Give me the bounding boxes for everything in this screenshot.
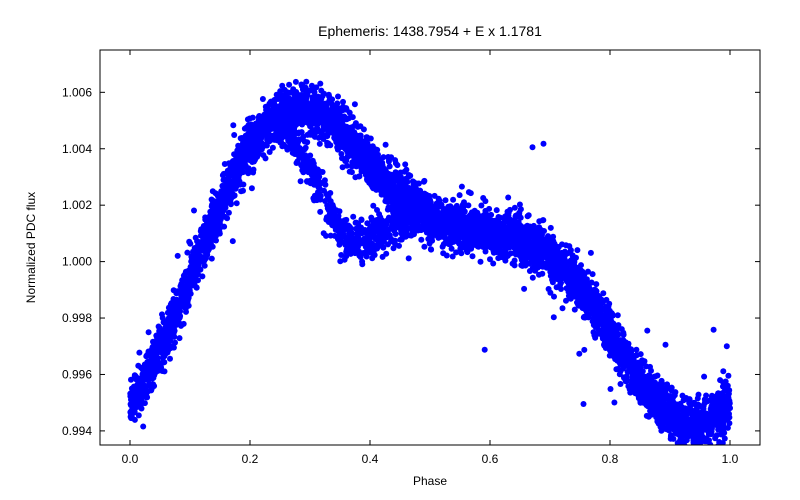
y-tick-label: 0.998 [62, 311, 92, 325]
x-tick-label: 0.6 [482, 452, 499, 466]
y-tick-label: 0.996 [62, 367, 92, 381]
y-tick-label: 1.006 [62, 85, 92, 99]
x-tick-label: 0.2 [242, 452, 259, 466]
x-tick-label: 1.0 [722, 452, 739, 466]
y-tick-label: 0.994 [62, 424, 92, 438]
x-tick-label: 0.0 [122, 452, 139, 466]
x-tick-label: 0.8 [602, 452, 619, 466]
x-axis-label: Phase [413, 474, 447, 488]
scatter-chart: 0.0 0.2 0.4 0.6 0.8 1.0 0.994 0.996 0.998 1.000 1.… [0, 0, 800, 500]
y-tick-label: 1.002 [62, 198, 92, 212]
y-tick-label: 1.000 [62, 255, 92, 269]
y-axis-label: Normalized PDC flux [24, 192, 38, 303]
chart-title: Ephemeris: 1438.7954 + E x 1.1781 [318, 23, 542, 39]
y-tick-label: 1.004 [62, 142, 92, 156]
x-tick-label: 0.4 [362, 452, 379, 466]
